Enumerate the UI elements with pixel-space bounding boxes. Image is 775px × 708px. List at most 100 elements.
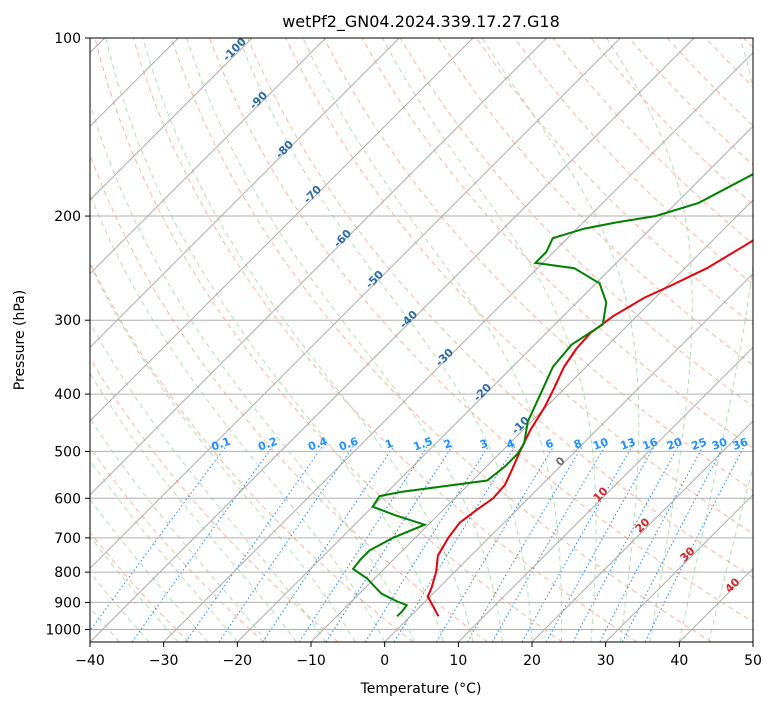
isotherm-line <box>90 38 548 496</box>
x-tick-label: 50 <box>744 653 762 669</box>
mixing-ratio-label: 1 <box>383 437 395 452</box>
mixing-ratio-line <box>521 445 633 642</box>
x-tick-label: −30 <box>149 653 179 669</box>
skewed-isotherms <box>90 38 753 642</box>
plot-area: -100-90-80-70-60-50-40-30-20-10010203040… <box>90 38 753 642</box>
mixing-ratio-label: 1.5 <box>412 435 435 454</box>
mixing-ratio-label: 2 <box>442 437 454 452</box>
mixing-ratio-line <box>364 445 489 642</box>
dry-adiabat-line <box>90 153 488 642</box>
moist-adiabat-line <box>90 263 356 642</box>
mixing-ratio-line <box>131 445 274 642</box>
isotherm-line <box>531 420 753 642</box>
mixing-ratio-label: 20 <box>665 435 684 453</box>
isotherm-line <box>90 38 400 349</box>
dry-adiabat-line <box>90 446 264 642</box>
mixing-ratio-line <box>298 445 429 642</box>
moist-adiabat-line <box>105 38 445 642</box>
dewpoint-profile <box>351 173 753 618</box>
dry-adiabat-line <box>514 38 753 285</box>
x-axis-label: Temperature (°C) <box>360 681 482 697</box>
moist-adiabat-line <box>90 571 150 642</box>
isobar-gridlines <box>90 38 753 630</box>
moist-adiabat-line <box>90 535 179 642</box>
x-tick-label: 10 <box>449 653 467 669</box>
y-tick-label: 100 <box>54 31 81 47</box>
x-tick-label: 30 <box>597 653 615 669</box>
y-tick-label: 900 <box>54 595 81 611</box>
isotherm-line <box>605 493 753 642</box>
x-axis-ticks: −40 −30 −20 −10 0 10 20 30 40 50 <box>75 642 762 669</box>
mixing-ratio-label: 0.4 <box>306 435 329 454</box>
temperature-profile <box>426 239 753 617</box>
mixing-ratio-label: 0.2 <box>256 435 279 454</box>
mixing-ratio-line <box>644 445 745 642</box>
mixing-ratio-labels: 0.1 0.2 0.4 0.6 1 1.5 2 3 4 6 8 10 13 16 20 25 30 36 <box>210 435 750 454</box>
chart-title: wetPf2_GN04.2024.339.17.27.G18 <box>282 12 560 32</box>
moist-adiabat-line <box>142 38 474 642</box>
moist-adiabat-line <box>90 459 238 642</box>
x-tick-label: −10 <box>296 653 326 669</box>
moist-adiabat-line <box>90 417 268 642</box>
moist-adiabat-line <box>481 38 640 642</box>
y-tick-label: 1000 <box>45 622 81 638</box>
mixing-ratio-label: 25 <box>690 435 709 452</box>
dry-adiabat-line <box>90 531 190 642</box>
mixing-ratio-label: 0.1 <box>210 435 233 454</box>
sounding-profiles <box>351 173 753 618</box>
isotherm-line <box>90 38 474 422</box>
mixing-ratio-line <box>262 445 395 642</box>
mixing-ratio-label: 4 <box>505 437 517 452</box>
mixing-ratio-line <box>185 445 324 642</box>
x-tick-label: 20 <box>523 653 541 669</box>
moist-adiabat-line <box>606 38 693 642</box>
mixing-ratio-label: 6 <box>544 437 556 452</box>
mixing-ratio-lines <box>90 445 745 642</box>
y-tick-label: 200 <box>54 209 81 225</box>
x-tick-label: −40 <box>75 653 105 669</box>
mixing-ratio-label: 13 <box>619 435 638 452</box>
isotherm-line <box>310 199 753 642</box>
moist-adiabat-line <box>381 38 597 642</box>
mixing-ratio-label: 36 <box>731 435 750 453</box>
mixing-ratio-line <box>435 445 555 642</box>
isotherm-line <box>90 38 327 275</box>
mixing-ratio-label: 3 <box>478 437 490 452</box>
isotherm-line <box>90 38 253 201</box>
y-axis-label: Pressure (hPa) <box>12 290 28 390</box>
mixing-ratio-line <box>621 445 724 642</box>
isotherm-line <box>90 38 621 570</box>
x-tick-label: 0 <box>380 653 389 669</box>
dry-adiabat-line <box>247 38 753 578</box>
mixing-ratio-line <box>393 445 516 642</box>
y-axis-ticks: 100 200 300 400 500 600 700 800 900 1000 <box>45 31 90 638</box>
mixing-ratio-label: 0.6 <box>337 435 360 454</box>
mixing-ratio-line <box>218 445 354 642</box>
moist-adiabat-line <box>90 193 386 642</box>
dry-adiabat-line <box>399 38 753 408</box>
isotherm-line <box>384 272 753 642</box>
moist-adiabat-line <box>238 38 533 642</box>
y-tick-label: 700 <box>54 531 81 547</box>
isotherm-line <box>163 51 753 642</box>
y-tick-label: 400 <box>54 387 81 403</box>
moist-adiabats <box>90 38 753 642</box>
dry-adiabat-line <box>94 38 563 642</box>
dry-adiabat-line <box>209 38 753 623</box>
dry-adiabat-line <box>170 38 712 642</box>
mixing-ratio-line <box>545 445 655 642</box>
isotherm-line <box>90 38 695 642</box>
y-tick-label: 300 <box>54 313 81 329</box>
mixing-ratio-label: 8 <box>572 437 584 452</box>
mixing-ratio-label: 16 <box>641 435 660 453</box>
mixing-ratio-line <box>325 445 453 642</box>
y-tick-label: 500 <box>54 444 81 460</box>
moist-adiabat-line <box>90 498 209 642</box>
y-tick-label: 600 <box>54 491 81 507</box>
isotherm-line <box>236 125 753 642</box>
isotherm-line <box>457 346 753 642</box>
moist-adiabat-line <box>302 38 563 642</box>
mixing-ratio-label: 10 <box>591 435 610 453</box>
